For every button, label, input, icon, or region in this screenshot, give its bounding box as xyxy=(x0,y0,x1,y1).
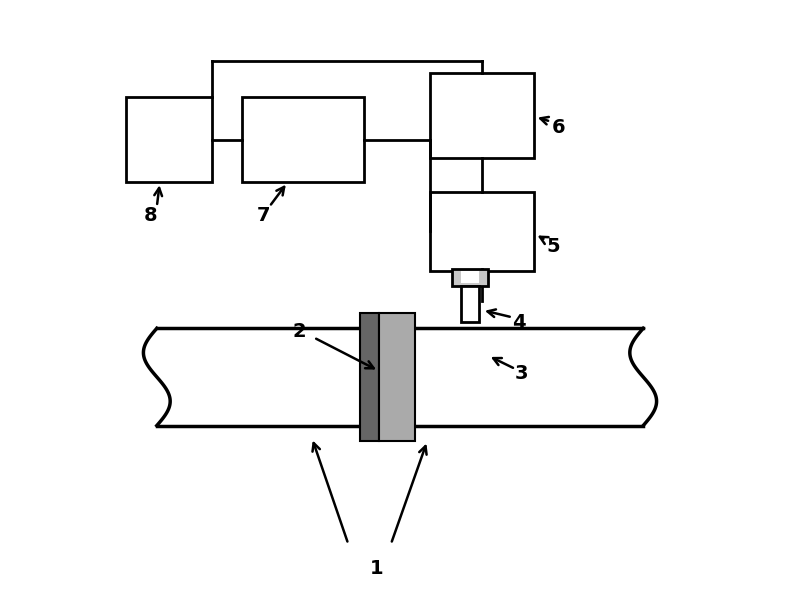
Bar xyxy=(430,192,534,271)
Text: 2: 2 xyxy=(293,322,306,341)
Bar xyxy=(452,269,488,286)
Text: 5: 5 xyxy=(546,237,560,256)
Bar xyxy=(461,286,479,322)
Bar xyxy=(361,313,378,441)
Bar xyxy=(430,73,534,158)
Bar xyxy=(378,313,415,441)
Bar xyxy=(461,271,479,283)
Bar xyxy=(242,97,363,182)
Bar xyxy=(126,97,211,182)
Text: 3: 3 xyxy=(515,364,528,384)
Text: 4: 4 xyxy=(512,313,526,332)
Text: 7: 7 xyxy=(257,206,270,226)
Text: 1: 1 xyxy=(370,559,384,578)
Text: 8: 8 xyxy=(144,206,158,226)
Text: 6: 6 xyxy=(551,118,565,137)
